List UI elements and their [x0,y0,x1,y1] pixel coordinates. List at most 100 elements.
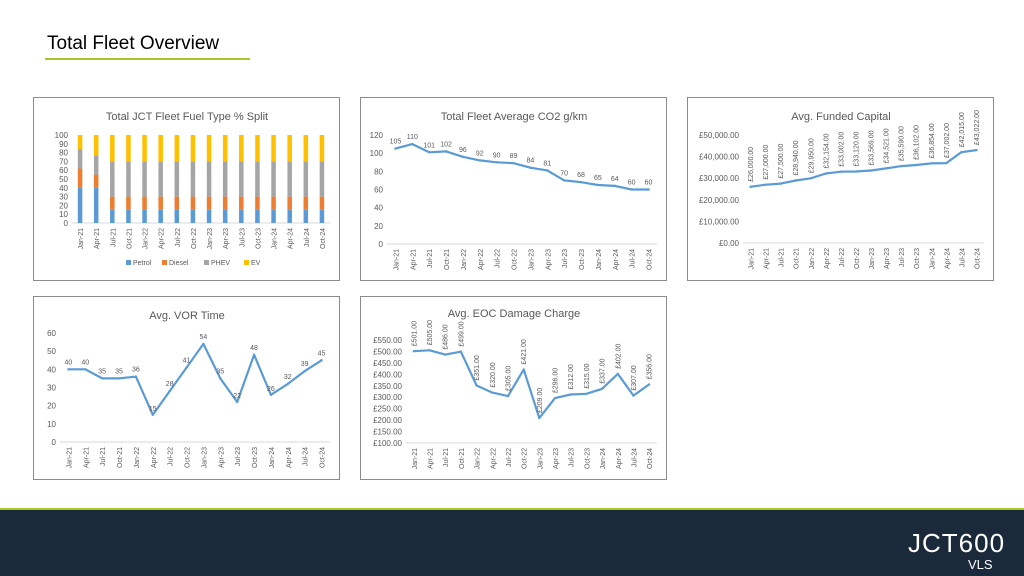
bar-segment-phev [158,161,163,197]
data-label: £505.00 [427,320,434,345]
x-tick-label: Apr-24 [616,448,623,469]
x-tick-label: Jul-22 [506,448,513,467]
bar-segment-diesel [77,168,83,188]
data-point [579,181,583,184]
data-point [117,377,121,380]
data-label: 89 [510,153,518,160]
logo-text: JCT600 [908,528,1005,558]
x-tick-label: Jan-21 [749,248,756,270]
data-point [475,384,478,387]
y-tick-label: 30 [47,384,56,393]
x-tick-label: Oct-24 [320,228,327,249]
data-point [522,368,525,371]
y-tick-label: £450.00 [373,359,402,368]
bar-segment-ev [287,135,292,162]
x-tick-label: Jul-23 [239,228,246,247]
data-label: 54 [200,334,208,341]
bar-segment-diesel [158,196,163,210]
x-tick-label: Oct-21 [794,248,801,269]
data-point [303,369,306,373]
bar-segment-petrol [222,209,228,223]
data-point [84,368,87,371]
data-label: 39 [301,361,309,368]
bar-segment-diesel [110,196,115,210]
data-label: £320.00 [490,362,497,387]
bar-segment-diesel [319,196,325,210]
data-label: £421.00 [521,339,528,364]
y-tick-label: 50 [59,175,68,184]
data-label: 70 [560,170,568,177]
data-point [444,353,447,356]
data-point [884,167,888,170]
chart-panel-funded: Avg. Funded Capital £0.00 £10,000.00 £20,00… [687,97,994,281]
x-tick-label: Jul-21 [427,249,434,268]
data-label: £351.00 [474,355,481,380]
bar-segment-phev [255,161,260,197]
x-tick-label: Apr-22 [151,447,158,468]
chart-vor-time: Avg. VOR Time 0 10 20 30 40 50 60 Jan-21 Apr-21 Ju… [47,310,330,468]
x-tick-label: Jan-23 [869,248,876,270]
y-tick-label: £30,000.00 [699,174,740,183]
data-point [915,163,918,167]
bar-segment-petrol [190,209,196,223]
y-tick-label: £100.00 [373,439,402,448]
y-tick-label: £400.00 [373,370,402,379]
data-label: £36,102.00 [914,125,921,160]
y-tick-label: 50 [47,347,56,356]
y-tick-label: 90 [59,140,68,149]
data-label: 28 [166,381,174,388]
data-label: 36 [132,367,140,374]
bar-segment-ev [319,135,325,162]
data-label: 64 [611,176,619,183]
data-label: 22 [233,393,241,400]
x-tick-label: Jan-22 [809,248,816,270]
x-tick-label: Jan-23 [537,448,544,470]
data-label: 35 [98,368,106,375]
x-tick-label: Apr-22 [824,248,831,269]
data-label: £305.00 [505,366,512,391]
y-tick-label: 20 [47,402,56,411]
data-point [553,396,557,400]
y-tick-label: £10,000.00 [699,217,740,226]
data-point [749,185,752,189]
data-label: £312.00 [568,364,575,389]
data-point [67,368,70,371]
x-tick-label: Jan-24 [272,228,279,250]
chart-title: Total Fleet Average CO2 g/km [441,111,588,123]
data-point [899,164,903,168]
y-tick-label: £40,000.00 [699,153,740,162]
data-label: £43,022.00 [974,110,981,145]
data-point [320,359,323,362]
bar-segment-petrol [303,209,309,223]
data-label: 26 [267,386,275,393]
chart-title: Avg. Funded Capital [791,111,890,123]
x-tick-label: Oct-21 [126,228,133,249]
data-point [538,416,541,420]
data-label: 45 [318,350,326,357]
data-point [930,162,933,165]
bar-segment-diesel [271,196,276,210]
data-label: 48 [250,345,258,352]
data-point [412,350,416,353]
x-tick-label: Jul-24 [304,228,311,247]
x-tick-label: Apr-23 [218,447,225,468]
data-point [960,151,963,154]
bar-segment-ev [93,135,99,156]
x-tick-label: Jan-21 [412,448,419,470]
data-point [824,172,828,175]
bar-segment-diesel [222,196,228,210]
bar-segment-ev [126,135,131,162]
y-tick-label: 0 [379,240,384,249]
x-tick-label: Jul-22 [168,447,175,466]
y-tick-label: £50,000.00 [699,131,740,140]
x-tick-label: Oct-24 [974,248,981,269]
data-label: £37,002.00 [944,123,951,158]
bar-segment-ev [142,135,147,162]
data-point [647,188,650,191]
data-label: £29,950.00 [808,138,815,173]
y-tick-label: 20 [374,222,383,231]
chart-fuel-split: Total JCT Fleet Fuel Type % Split 0102030… [55,111,330,267]
data-point [134,375,138,378]
data-point [151,413,155,416]
bar-segment-phev [271,161,276,197]
